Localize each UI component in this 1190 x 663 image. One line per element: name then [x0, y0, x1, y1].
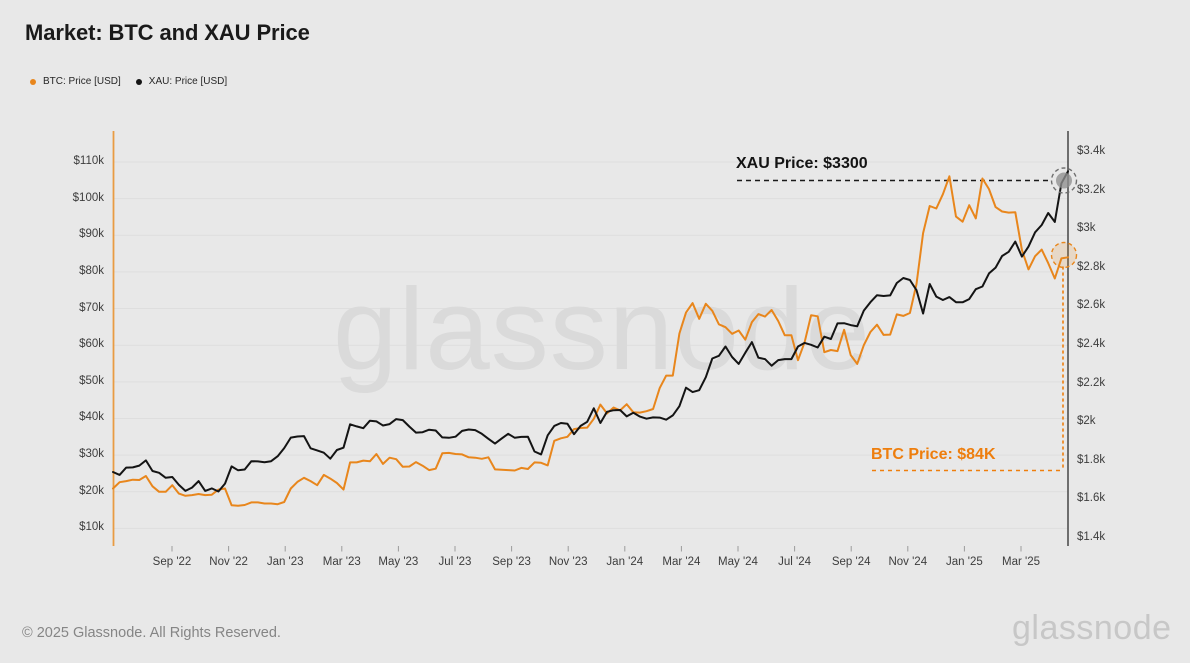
annotation-lines — [737, 179, 1064, 472]
left-axis-tick-label: $90k — [79, 228, 104, 241]
x-axis-tick-label: Nov '22 — [209, 556, 248, 568]
right-axis-tick-label: $2k — [1077, 415, 1096, 428]
left-axis-tick-label: $20k — [79, 484, 104, 497]
left-axis-tick-label: $100k — [72, 191, 104, 204]
x-axis-tick-label: Mar '24 — [662, 556, 701, 568]
x-axis-tick-label: May '23 — [378, 556, 419, 568]
left-axis-tick-label: $80k — [79, 264, 104, 277]
btc-legend-dot — [30, 78, 36, 85]
x-axis-tick-label: Jan '25 — [946, 556, 983, 568]
left-axis-tick-label: $110k — [73, 155, 104, 167]
right-axis-tick-label: $1.4k — [1077, 531, 1106, 543]
page-title: Market: BTC and XAU Price — [25, 20, 310, 45]
x-axis-tick-label: Nov '24 — [888, 556, 928, 568]
left-axis-tick-label: $30k — [79, 448, 104, 461]
btc-endpoint-circle — [1050, 241, 1078, 269]
x-axis-tick-label: Mar '23 — [322, 556, 361, 568]
xau-endpoint-circle — [1050, 167, 1078, 194]
right-axis-tick-label: $3k — [1077, 222, 1096, 235]
chart-legend: BTC: Price [USD] XAU: Price [USD] — [30, 76, 227, 87]
x-axis-tick-label: Nov '23 — [548, 556, 588, 568]
glassnode-logo: glassnode — [1012, 609, 1172, 647]
x-axis-tick-label: May '24 — [718, 556, 758, 568]
right-axis-tick-label: $1.6k — [1077, 492, 1106, 505]
x-axis-tick-label: Jan '24 — [606, 556, 644, 568]
legend-label-btc: BTC: Price [USD] — [43, 76, 121, 87]
legend-item-xau[interactable]: XAU: Price [USD] — [135, 76, 228, 87]
right-axis-tick-label: $3.2k — [1077, 183, 1106, 196]
left-axis-tick-label: $50k — [79, 374, 104, 387]
left-axis-tick-label: $10k — [79, 521, 104, 534]
x-axis-tick-label: Sep '24 — [831, 556, 871, 568]
xau-price-annotation: XAU Price: $3300 — [736, 155, 868, 172]
x-axis-tick-label: Sep '22 — [152, 556, 192, 568]
copyright-text: © 2025 Glassnode. All Rights Reserved. — [22, 625, 281, 641]
btc-price-line — [112, 175, 1069, 507]
right-axis-tick-label: $1.8k — [1077, 453, 1106, 466]
gridlines — [113, 161, 1068, 529]
xau-price-line — [112, 170, 1069, 493]
left-axis-tick-label: $60k — [79, 338, 104, 351]
legend-label-xau: XAU: Price [USD] — [148, 76, 228, 87]
btc-price-annotation: BTC Price: $84K — [871, 446, 996, 463]
x-axis-tick-label: Jul '24 — [778, 556, 812, 568]
legend-item-btc[interactable]: BTC: Price [USD] — [30, 76, 121, 87]
x-axis-tick-marks — [171, 546, 1022, 552]
price-series — [112, 170, 1069, 507]
right-axis-tick-label: $3.4k — [1077, 145, 1106, 157]
watermark-text: glassnode — [333, 264, 871, 394]
x-axis-tick-label: Mar '25 — [1002, 556, 1040, 568]
left-axis-tick-label: $40k — [79, 411, 104, 424]
right-axis-tick-label: $2.8k — [1077, 260, 1106, 273]
price-chart-canvas[interactable]: glassnode — [0, 0, 1190, 580]
right-axis-tick-label: $2.4k — [1077, 338, 1106, 350]
x-axis-tick-label: Jul '23 — [438, 556, 472, 568]
right-axis-tick-label: $2.6k — [1077, 299, 1106, 312]
left-axis-tick-label: $70k — [79, 301, 104, 314]
endpoint-markers — [1050, 167, 1078, 269]
xau-legend-dot — [135, 78, 142, 85]
x-axis-tick-label: Sep '23 — [492, 556, 531, 568]
x-axis-tick-label: Jan '23 — [266, 556, 304, 568]
right-axis-tick-label: $2.2k — [1077, 376, 1106, 389]
xau-endpoint-dot — [1056, 172, 1072, 189]
